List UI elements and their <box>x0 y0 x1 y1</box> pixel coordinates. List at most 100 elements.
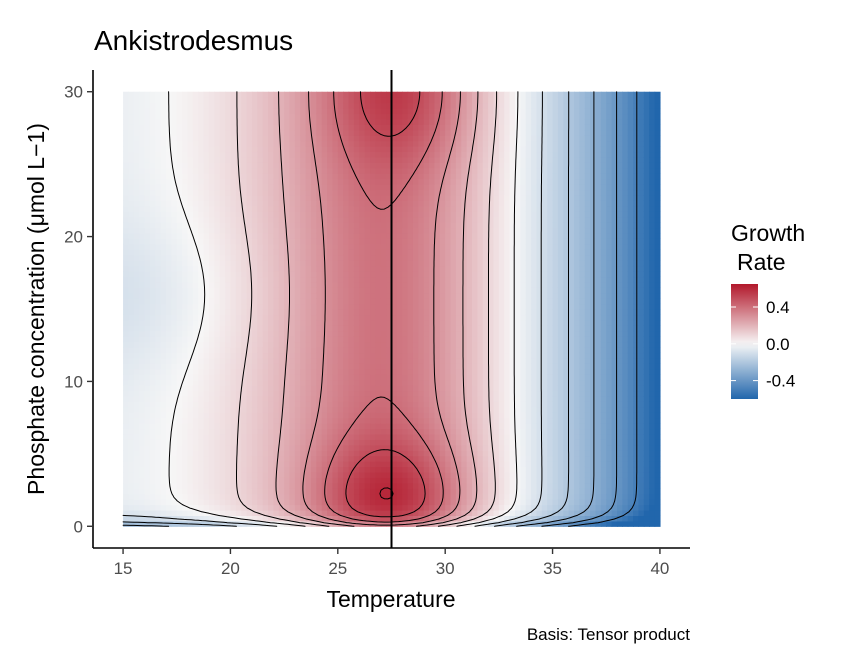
heat-cell <box>214 417 221 424</box>
heat-cell <box>455 336 462 343</box>
heat-cell <box>149 91 156 98</box>
heat-cell <box>375 466 382 473</box>
heat-cell <box>353 265 360 272</box>
heat-cell <box>402 493 409 500</box>
heat-cell <box>353 325 360 332</box>
heat-cell <box>203 249 210 256</box>
heat-cell <box>359 482 366 489</box>
heat-cell <box>327 482 334 489</box>
heat-cell <box>396 433 403 440</box>
heat-cell <box>225 113 232 120</box>
heat-cell <box>160 488 167 495</box>
heat-cell <box>155 401 162 408</box>
heat-cell <box>128 124 135 131</box>
heat-cell <box>192 401 199 408</box>
heat-cell <box>402 314 409 321</box>
heat-cell <box>149 118 156 125</box>
heat-cell <box>192 363 199 370</box>
heat-cell <box>241 298 248 305</box>
heat-cell <box>412 336 419 343</box>
heat-cell <box>359 309 366 316</box>
heat-cell <box>407 200 414 207</box>
heat-cell <box>450 178 457 185</box>
heat-cell <box>375 385 382 392</box>
heat-cell <box>187 493 194 500</box>
heat-cell <box>412 499 419 506</box>
heat-cell <box>246 205 253 212</box>
heat-cell <box>246 482 253 489</box>
heat-cell <box>133 292 140 299</box>
heat-cell <box>423 129 430 136</box>
heat-cell <box>273 129 280 136</box>
heat-cell <box>139 184 146 191</box>
heat-cell <box>182 455 189 462</box>
heat-cell <box>380 341 387 348</box>
heat-cell <box>305 281 312 288</box>
heat-cell <box>439 330 446 337</box>
heat-cell <box>182 395 189 402</box>
heat-cell <box>198 211 205 218</box>
heat-cell <box>386 91 393 98</box>
heat-cell <box>257 401 264 408</box>
heat-cell <box>219 189 226 196</box>
heat-cell <box>337 374 344 381</box>
heat-cell <box>219 216 226 223</box>
heat-cell <box>208 254 215 261</box>
heat-cell <box>359 194 366 201</box>
heat-cell <box>182 260 189 267</box>
heat-cell <box>208 439 215 446</box>
heat-cell <box>316 156 323 163</box>
heat-cell <box>402 319 409 326</box>
heat-cell <box>407 374 414 381</box>
heat-cell <box>305 309 312 316</box>
heat-cell <box>353 238 360 245</box>
heat-cell <box>450 227 457 234</box>
heat-cell <box>149 173 156 180</box>
heat-cell <box>380 352 387 359</box>
heat-cell <box>246 194 253 201</box>
heat-cell <box>284 200 291 207</box>
heat-cell <box>155 319 162 326</box>
heat-cell <box>198 113 205 120</box>
heat-cell <box>235 156 242 163</box>
heat-cell <box>187 194 194 201</box>
heat-cell <box>327 113 334 120</box>
heat-cell <box>353 363 360 370</box>
heat-cell <box>396 444 403 451</box>
heat-cell <box>219 222 226 229</box>
heat-cell <box>198 194 205 201</box>
heat-cell <box>327 260 334 267</box>
heat-cell <box>337 303 344 310</box>
heat-cell <box>380 347 387 354</box>
heat-cell <box>262 341 269 348</box>
heat-cell <box>332 124 339 131</box>
heat-cell <box>208 287 215 294</box>
heat-cell <box>321 173 328 180</box>
heat-cell <box>198 520 205 527</box>
heat-cell <box>166 260 172 267</box>
heat-cell <box>208 173 215 180</box>
heat-cell <box>348 216 355 223</box>
heat-cell <box>155 146 162 153</box>
heat-cell <box>348 249 355 256</box>
heat-cell <box>284 249 291 256</box>
heat-cell <box>246 108 253 115</box>
heat-cell <box>219 184 226 191</box>
heat-cell <box>246 184 253 191</box>
heat-cell <box>203 194 210 201</box>
heat-cell <box>278 124 285 131</box>
heat-cell <box>203 97 210 104</box>
heat-cell <box>251 118 258 125</box>
heat-cell <box>396 292 403 299</box>
heat-cell <box>155 455 162 462</box>
heat-cell <box>198 91 205 98</box>
heat-cell <box>230 314 237 321</box>
heat-cell <box>257 509 264 517</box>
heat-cell <box>380 260 387 267</box>
heat-cell <box>402 357 409 364</box>
heat-cell <box>450 406 457 413</box>
heat-cell <box>407 151 414 158</box>
heat-cell <box>412 352 419 359</box>
heat-cell <box>133 515 140 522</box>
heat-cell <box>305 270 312 278</box>
